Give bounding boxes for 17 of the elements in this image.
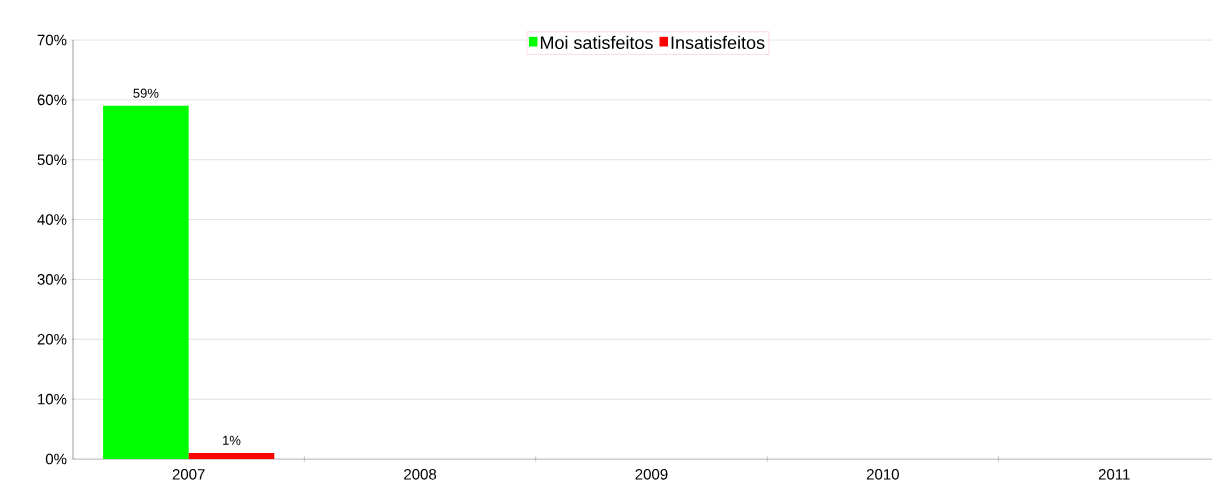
y-tick-label: 20% [37, 333, 67, 345]
y-tick-label: 10% [38, 393, 67, 405]
x-tick-label: 2007 [172, 469, 205, 480]
y-tick-label: 60% [37, 94, 67, 106]
x-tick-label: 2011 [1098, 469, 1130, 480]
y-tick-label: 70% [37, 34, 67, 46]
legend-label: Insatisfeitos [671, 35, 765, 50]
x-tick-label: 2010 [866, 469, 899, 480]
x-tick-label: 2008 [404, 469, 437, 480]
data-label: 1% [223, 435, 241, 445]
data-label: 59% [133, 88, 159, 98]
y-tick-label: 50% [37, 154, 67, 166]
y-tick-label: 40% [37, 214, 67, 225]
y-tick-label: 0% [45, 453, 67, 465]
legend-label: Moi satisfeitos [540, 35, 653, 50]
x-tick-label: 2009 [635, 469, 668, 480]
y-tick-label: 30% [37, 274, 67, 285]
